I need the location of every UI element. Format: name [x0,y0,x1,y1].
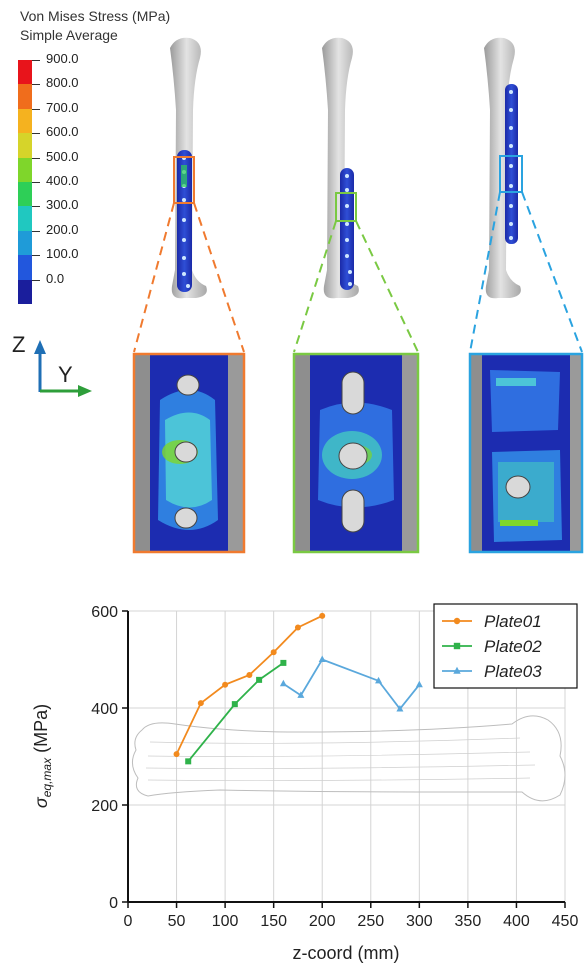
color-bar-band [18,108,32,134]
x-tick-label: 150 [260,913,287,930]
axis-triad: Z Y [12,332,92,397]
zoom-panel-plate01 [132,352,246,554]
color-bar-tick [32,108,40,110]
chart-series [173,612,423,765]
chart-axes: 0 50 100 150 200 250 300 350 400 450 0 200 400 600 [91,604,578,930]
color-bar-label: 0.0 [46,270,65,286]
bone-plate01 [170,37,207,299]
color-bar-tick [32,60,40,61]
femur-wireframe [132,715,566,802]
data-point [319,612,326,619]
color-bar-tick [32,157,40,159]
series-plate02 [185,659,287,765]
stress-chart: 0 50 100 150 200 250 300 350 400 450 0 200 400 600 Pl… [31,603,578,963]
color-bar-label: 900.0 [46,51,79,66]
color-bar-label: 200.0 [46,221,79,237]
data-point [256,676,263,683]
legend-label: Plate01 [484,612,542,631]
x-tick-label: 450 [552,913,579,930]
data-point [396,704,404,712]
color-bar-tick [32,230,40,232]
color-bar-band [18,84,32,109]
data-point [197,700,204,707]
series-plate03 [279,655,423,712]
y-axis-title: σeq,max (MPa) [31,704,54,808]
data-point [453,666,461,674]
bone-plate03 [484,37,523,299]
color-bar-band [18,157,32,182]
series-line [282,658,421,711]
color-bar-label: 300.0 [46,197,79,213]
data-point [453,642,461,650]
data-point [453,617,461,625]
y-axis-label: Y [58,362,73,387]
zoom-box-plate02 [335,192,357,222]
color-bar-label: 500.0 [46,148,79,164]
data-point [222,681,229,688]
data-point [246,672,253,679]
zoom-box-plate01 [173,156,195,204]
data-point [318,655,326,662]
y-axis-title-symbol: σ [31,796,51,808]
data-point [375,676,383,684]
data-point [415,680,423,688]
x-tick-label: 50 [168,913,186,930]
color-bar-tick [32,133,40,135]
y-axis-title-subscript: eq,max [40,757,54,797]
color-bar-label: 600.0 [46,124,79,140]
color-bar-band [18,230,32,256]
series-plate01 [173,612,326,758]
series-line [187,662,284,762]
data-point [279,679,287,687]
data-point [297,691,305,698]
bone-plate02 [322,37,359,299]
color-bar-label: 400.0 [46,173,79,188]
color-bar-tick [32,206,40,208]
x-tick-label: 0 [124,913,133,930]
data-point [173,751,180,758]
color-bar-label: 100.0 [46,246,79,262]
color-bar-band [18,206,32,231]
zoom-box-plate03 [499,155,523,193]
color-bar-band [18,60,32,85]
color-bar-tick [32,279,40,281]
bone-renderings: Z Y [12,37,584,554]
x-tick-label: 200 [309,913,336,930]
y-axis-title-unit: (MPa) [31,704,51,758]
zoom-panel-plate02 [292,352,420,554]
series-line [175,615,323,755]
color-bar-tick [32,255,40,257]
color-bar [18,60,32,304]
color-bar-label: 700.0 [46,99,79,115]
data-point [270,649,277,656]
legend-subtitle: Simple Average [20,27,118,43]
z-axis-label: Z [12,332,25,357]
legend-label: Plate02 [484,637,542,656]
zoom-panel-plate03 [468,352,584,554]
data-point [185,758,192,765]
x-tick-label: 400 [503,913,530,930]
y-tick-label: 600 [91,604,118,621]
color-bar-label: 800.0 [46,75,79,91]
color-bar-band [18,133,32,158]
color-bar-tick [32,84,40,86]
y-tick-label: 0 [109,895,118,912]
data-point [231,701,238,708]
data-point [280,659,287,666]
x-tick-label: 300 [406,913,433,930]
x-tick-label: 100 [212,913,239,930]
y-tick-label: 200 [91,798,118,815]
color-bar-tick [32,182,40,183]
legend-title: Von Mises Stress (MPa) [20,8,171,24]
color-bar-band [18,255,32,280]
data-point [294,624,301,631]
color-bar-band [18,182,32,207]
x-tick-label: 350 [455,913,482,930]
chart-legend: Plate01 Plate02 Plate03 [433,603,578,689]
y-tick-label: 400 [91,701,118,718]
x-axis-title: z-coord (mm) [293,943,400,963]
x-tick-label: 250 [357,913,384,930]
legend-label: Plate03 [484,662,542,681]
color-bar-band [18,279,32,304]
